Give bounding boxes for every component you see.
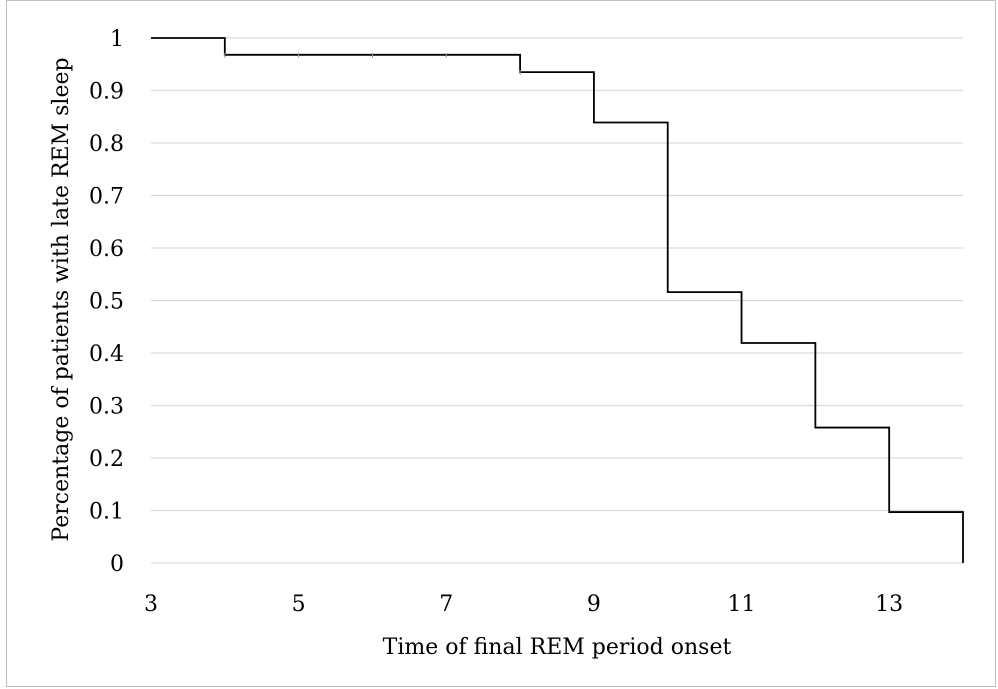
y-tick-label: 0.9 bbox=[89, 80, 124, 105]
series-layer bbox=[151, 37, 964, 563]
y-axis-title: Percentage of patients with late REM sle… bbox=[49, 57, 74, 541]
y-tick-label: 0.5 bbox=[89, 290, 124, 315]
x-tick-labels: 3 5 7 9 11 13 bbox=[144, 592, 903, 617]
y-tick-label: 0.6 bbox=[89, 237, 124, 262]
survival-step-line bbox=[151, 37, 964, 563]
y-tick-label: 0.4 bbox=[89, 342, 124, 367]
y-tick-label: 1 bbox=[110, 27, 124, 52]
x-tick-label: 9 bbox=[587, 592, 601, 617]
x-tick-label: 3 bbox=[144, 592, 158, 617]
x-tick-label: 7 bbox=[439, 592, 453, 617]
y-tick-label: 0.7 bbox=[89, 185, 124, 210]
x-tick-label: 11 bbox=[728, 592, 756, 617]
y-tick-label: 0.8 bbox=[89, 132, 124, 157]
gridlines bbox=[151, 37, 963, 564]
y-tick-label: 0.3 bbox=[89, 395, 124, 420]
y-tick-label: 0 bbox=[110, 552, 124, 577]
y-tick-label: 0.2 bbox=[89, 447, 124, 472]
x-tick-label: 5 bbox=[292, 592, 306, 617]
x-axis-title: Time of final REM period onset bbox=[383, 635, 732, 660]
y-tick-label: 0.1 bbox=[89, 500, 124, 525]
x-tick-label: 13 bbox=[875, 592, 903, 617]
y-tick-labels: 0 0.1 0.2 0.3 0.4 0.5 0.6 0.7 0.8 0.9 1 bbox=[89, 27, 124, 577]
chart-frame bbox=[6, 0, 996, 687]
